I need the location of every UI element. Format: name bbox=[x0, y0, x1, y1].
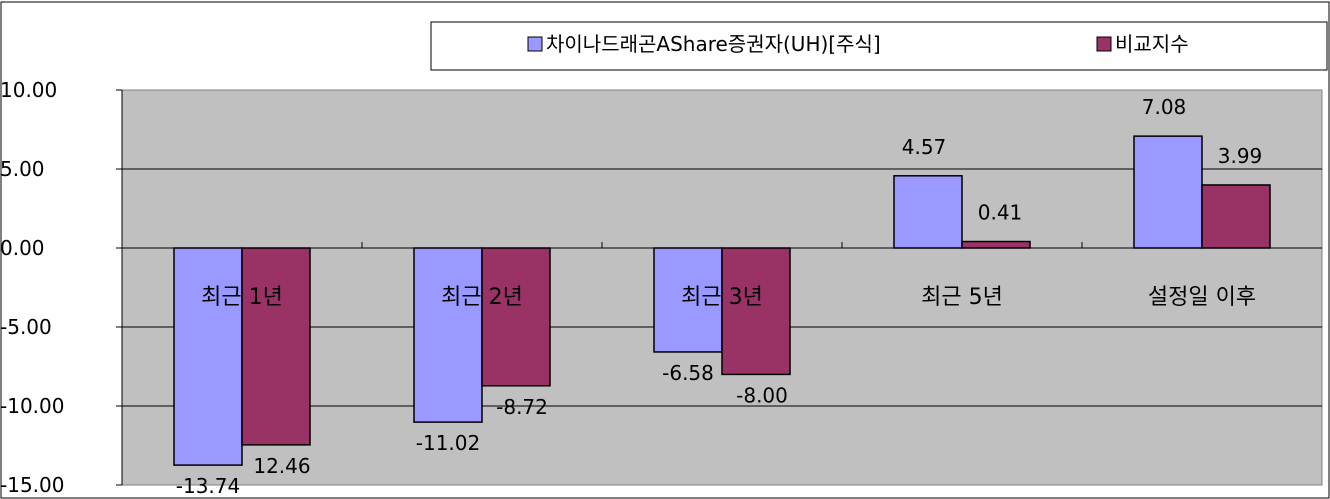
legend-box bbox=[430, 21, 1328, 71]
data-label: 4.57 bbox=[902, 135, 947, 159]
legend: 차이나드래곤AShare증권자(UH)[주식] 비교지수 bbox=[430, 21, 1328, 71]
bar bbox=[653, 247, 723, 353]
data-label: -6.58 bbox=[662, 361, 714, 385]
y-tick-label: -5.00 bbox=[0, 315, 52, 339]
y-tick-label: -15.00 bbox=[0, 473, 64, 497]
bar bbox=[1201, 184, 1271, 249]
bar bbox=[481, 247, 551, 387]
legend-swatch-fund bbox=[527, 36, 543, 52]
data-label: -13.74 bbox=[176, 474, 240, 498]
bar bbox=[961, 240, 1031, 249]
bar bbox=[413, 247, 483, 423]
data-labels: -13.74 12.46 -11.02 -8.72 -6.58 -8.00 4.57 0.41… bbox=[176, 95, 1263, 498]
legend-swatch-benchmark bbox=[1096, 36, 1112, 52]
category-labels: 최근 1년 최근 2년 최근 3년 최근 5년 설정일 이후 bbox=[201, 285, 1256, 310]
data-label: 0.41 bbox=[978, 201, 1023, 225]
legend-label-benchmark: 비교지수 bbox=[1115, 32, 1189, 56]
data-label: -8.00 bbox=[736, 383, 788, 407]
category-label: 최근 5년 bbox=[921, 285, 1003, 310]
legend-label-fund: 차이나드래곤AShare증권자(UH)[주식] bbox=[546, 32, 881, 56]
bar bbox=[721, 247, 791, 376]
data-label: 7.08 bbox=[1142, 95, 1187, 119]
bar bbox=[241, 247, 311, 446]
bars bbox=[173, 135, 1271, 466]
data-label: -11.02 bbox=[416, 431, 480, 455]
category-label: 최근 2년 bbox=[441, 285, 523, 310]
bar bbox=[173, 247, 243, 466]
data-label: -8.72 bbox=[496, 395, 548, 419]
y-tick-label: 0.00 bbox=[0, 236, 45, 260]
y-axis-ticks: 10.00 5.00 0.00 -5.00 -10.00 -15.00 bbox=[0, 78, 122, 497]
data-label: 3.99 bbox=[1218, 144, 1263, 168]
y-tick-label: 10.00 bbox=[0, 78, 57, 102]
category-label: 최근 3년 bbox=[681, 285, 763, 310]
bar bbox=[893, 175, 963, 249]
category-label: 설정일 이후 bbox=[1148, 285, 1256, 310]
y-tick-label: -10.00 bbox=[0, 394, 64, 418]
bar bbox=[1133, 135, 1203, 249]
category-label: 최근 1년 bbox=[201, 285, 283, 310]
y-tick-label: 5.00 bbox=[0, 157, 45, 181]
data-label: 12.46 bbox=[253, 454, 310, 478]
